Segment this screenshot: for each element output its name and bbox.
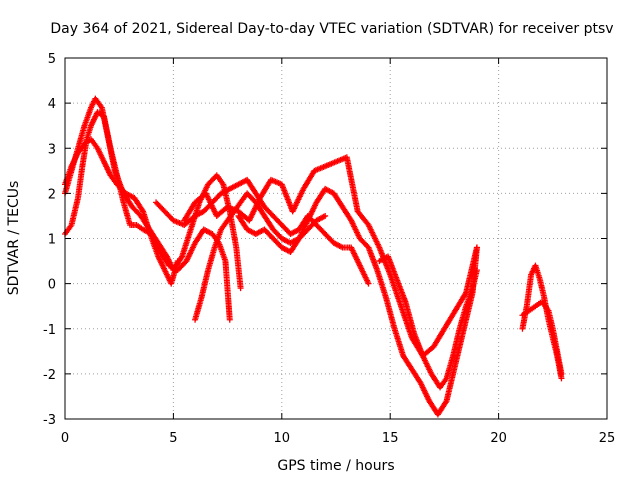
y-tick-label: -2 xyxy=(43,368,56,383)
data-point xyxy=(473,244,480,251)
data-points-layer xyxy=(62,95,565,418)
data-point xyxy=(237,285,244,292)
x-tick-label: 20 xyxy=(490,431,507,446)
series-10 xyxy=(519,262,565,382)
data-point xyxy=(365,280,372,287)
x-tick-label: 0 xyxy=(61,431,69,446)
data-point xyxy=(226,316,233,323)
x-tick-label: 25 xyxy=(599,431,616,446)
x-tick-label: 5 xyxy=(169,431,177,446)
y-tick-label: 4 xyxy=(48,97,56,112)
series-3 xyxy=(62,109,233,323)
y-tick-label: -1 xyxy=(43,323,56,338)
y-tick-label: 2 xyxy=(48,187,56,202)
x-axis-label: GPS time / hours xyxy=(277,458,394,474)
y-tick-label: 1 xyxy=(48,233,56,248)
series-6 xyxy=(235,185,480,418)
x-tick-label: 10 xyxy=(274,431,291,446)
data-point xyxy=(558,375,565,382)
data-point xyxy=(322,212,329,219)
series-8 xyxy=(376,253,480,391)
y-tick-label: 0 xyxy=(48,278,56,293)
data-point xyxy=(473,267,480,274)
y-tick-label: 5 xyxy=(48,52,56,67)
y-tick-label: -3 xyxy=(43,413,56,428)
chart-title: Day 364 of 2021, Sidereal Day-to-day VTE… xyxy=(50,21,613,37)
y-tick-label: 3 xyxy=(48,142,56,157)
y-axis-label: SDTVAR / TECUs xyxy=(6,181,22,296)
grid-layer xyxy=(65,58,607,419)
x-tick-label: 15 xyxy=(382,431,399,446)
tick-layer: 0 5 10 15 20 25 -3 -2 -1 0 1 2 3 4 5 xyxy=(43,52,615,446)
series-7 xyxy=(192,190,329,323)
